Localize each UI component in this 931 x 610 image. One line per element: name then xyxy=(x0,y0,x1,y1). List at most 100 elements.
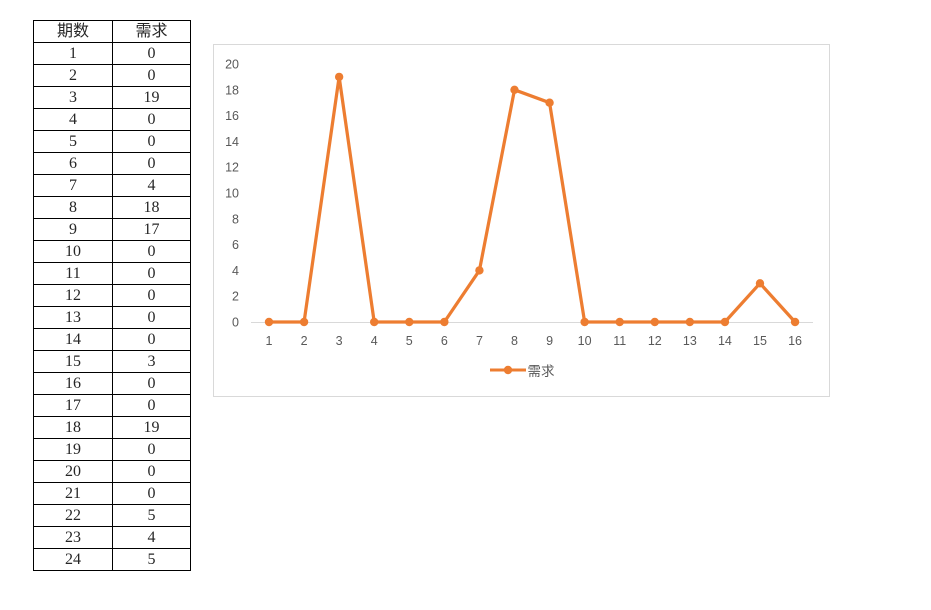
y-axis-tick-label: 20 xyxy=(225,58,239,72)
table-row: 18 19 xyxy=(33,416,191,439)
data-point-marker xyxy=(510,85,519,94)
period-cell[interactable]: 18 xyxy=(33,416,113,439)
table-row: 3 19 xyxy=(33,86,191,109)
demand-cell[interactable]: 4 xyxy=(112,526,191,549)
x-axis-tick-label: 10 xyxy=(578,334,592,348)
period-cell[interactable]: 10 xyxy=(33,240,113,263)
demand-cell[interactable]: 0 xyxy=(112,460,191,483)
demand-cell[interactable]: 0 xyxy=(112,372,191,395)
demand-cell[interactable]: 0 xyxy=(112,42,191,65)
y-axis-tick-label: 10 xyxy=(225,187,239,201)
y-axis-tick-label: 2 xyxy=(232,290,239,304)
demand-cell[interactable]: 4 xyxy=(112,174,191,197)
data-point-marker xyxy=(440,317,449,327)
demand-cell[interactable]: 0 xyxy=(112,64,191,87)
data-point-marker xyxy=(650,317,659,327)
table-header-period[interactable]: 期数 xyxy=(33,20,113,43)
period-cell[interactable]: 4 xyxy=(33,108,113,131)
x-axis-tick-label: 11 xyxy=(613,334,626,348)
table-row: 17 0 xyxy=(33,394,191,417)
demand-cell[interactable]: 5 xyxy=(112,548,191,571)
period-cell[interactable]: 19 xyxy=(33,438,113,461)
table-row: 12 0 xyxy=(33,284,191,307)
demand-cell[interactable]: 19 xyxy=(112,416,191,439)
legend-series-label: 需求 xyxy=(527,364,555,379)
demand-cell[interactable]: 17 xyxy=(112,218,191,241)
data-point-marker xyxy=(264,317,274,327)
period-cell[interactable]: 2 xyxy=(33,64,113,87)
table-row: 9 17 xyxy=(33,218,191,241)
period-cell[interactable]: 14 xyxy=(33,328,113,351)
data-point-marker xyxy=(299,317,309,327)
data-point-marker xyxy=(405,317,414,327)
data-point-marker xyxy=(720,317,730,327)
table-row: 20 0 xyxy=(33,460,191,483)
x-axis-tick-label: 3 xyxy=(336,334,343,348)
x-axis-tick-label: 6 xyxy=(441,334,448,348)
table-row: 14 0 xyxy=(33,328,191,351)
period-cell[interactable]: 9 xyxy=(33,218,113,241)
demand-cell[interactable]: 0 xyxy=(112,306,191,329)
demand-cell[interactable]: 3 xyxy=(112,350,191,373)
y-axis-tick-label: 4 xyxy=(232,264,239,278)
demand-cell[interactable]: 0 xyxy=(112,108,191,131)
period-cell[interactable]: 5 xyxy=(33,130,113,153)
x-axis-tick-label: 16 xyxy=(788,334,802,348)
table-row: 19 0 xyxy=(33,438,191,461)
demand-cell[interactable]: 0 xyxy=(112,328,191,351)
x-axis-tick-label: 13 xyxy=(683,334,697,348)
x-axis-tick-label: 2 xyxy=(301,334,308,348)
data-point-marker xyxy=(475,266,484,275)
demand-cell[interactable]: 0 xyxy=(112,284,191,307)
demand-line-chart[interactable]: 0 2 4 6 8 10 12 14 16 18 20 1 2 3 4 5 6 7 8 9 10 11 12 13 14 15 16… xyxy=(213,44,830,397)
demand-table: 期数 需求 1 0 2 0 3 19 4 0 5 0 6 0 7 4 8 18 9 17 10 0 11 0 12 0 13 0 1… xyxy=(33,20,191,571)
demand-cell[interactable]: 5 xyxy=(112,504,191,527)
period-cell[interactable]: 11 xyxy=(33,262,113,285)
period-cell[interactable]: 1 xyxy=(33,42,113,65)
data-point-marker xyxy=(545,98,554,107)
data-point-marker xyxy=(580,317,589,327)
table-header-demand[interactable]: 需求 xyxy=(112,20,191,43)
demand-cell[interactable]: 0 xyxy=(112,262,191,285)
demand-cell[interactable]: 19 xyxy=(112,86,191,109)
data-point-marker xyxy=(755,279,765,288)
y-axis-tick-label: 8 xyxy=(232,212,239,226)
period-cell[interactable]: 8 xyxy=(33,196,113,219)
demand-cell[interactable]: 0 xyxy=(112,438,191,461)
x-axis-tick-label: 4 xyxy=(371,334,378,348)
period-cell[interactable]: 23 xyxy=(33,526,113,549)
data-point-marker xyxy=(685,317,695,327)
period-cell[interactable]: 13 xyxy=(33,306,113,329)
period-cell[interactable]: 15 xyxy=(33,350,113,373)
period-cell[interactable]: 17 xyxy=(33,394,113,417)
data-point-marker xyxy=(334,72,344,82)
demand-cell[interactable]: 0 xyxy=(112,130,191,153)
demand-series-line xyxy=(267,75,797,324)
period-cell[interactable]: 16 xyxy=(33,372,113,395)
period-cell[interactable]: 22 xyxy=(33,504,113,527)
period-cell[interactable]: 6 xyxy=(33,152,113,175)
data-point-marker xyxy=(370,317,379,327)
x-axis-tick-label: 5 xyxy=(406,334,413,348)
demand-cell[interactable]: 0 xyxy=(112,482,191,505)
table-row: 16 0 xyxy=(33,372,191,395)
x-axis-tick-label: 9 xyxy=(546,334,553,348)
period-cell[interactable]: 24 xyxy=(33,548,113,571)
chart-legend: 需求 xyxy=(214,361,829,379)
y-axis-tick-label: 18 xyxy=(225,83,239,97)
demand-cell[interactable]: 18 xyxy=(112,196,191,219)
period-cell[interactable]: 21 xyxy=(33,482,113,505)
period-cell[interactable]: 12 xyxy=(33,284,113,307)
period-cell[interactable]: 3 xyxy=(33,86,113,109)
table-row: 24 5 xyxy=(33,548,191,571)
period-cell[interactable]: 20 xyxy=(33,460,113,483)
demand-cell[interactable]: 0 xyxy=(112,152,191,175)
table-row: 15 3 xyxy=(33,350,191,373)
data-point-marker xyxy=(790,317,800,327)
demand-cell[interactable]: 0 xyxy=(112,394,191,417)
period-cell[interactable]: 7 xyxy=(33,174,113,197)
demand-cell[interactable]: 0 xyxy=(112,240,191,263)
